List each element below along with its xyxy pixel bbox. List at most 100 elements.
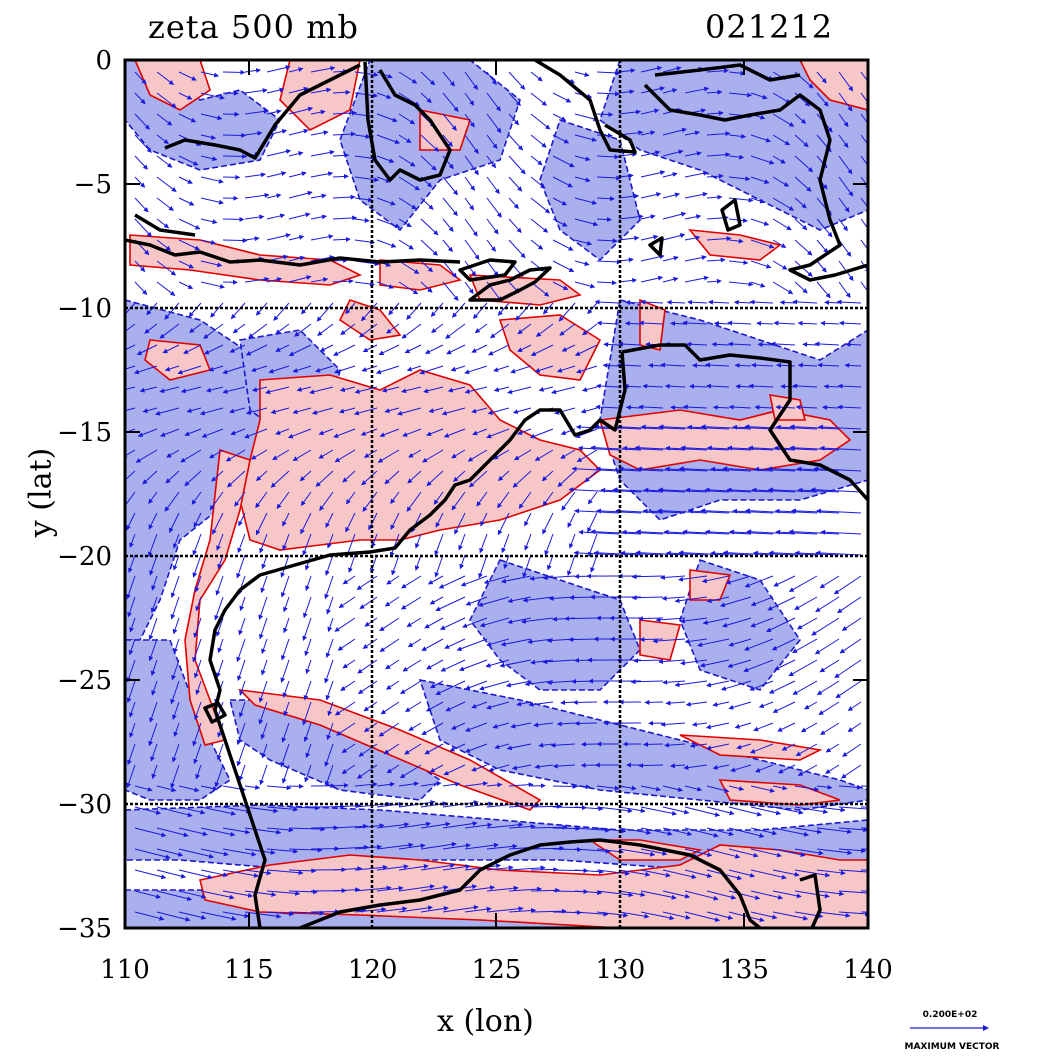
wind-vector (338, 407, 356, 414)
wind-vector (500, 575, 532, 584)
wind-vector (442, 92, 459, 113)
wind-vector (471, 701, 488, 709)
wind-vector (222, 132, 247, 138)
wind-vector (354, 386, 378, 394)
wind-vector (319, 344, 334, 352)
wind-vector (722, 466, 774, 472)
wind-vector (552, 260, 575, 272)
wind-vector (200, 155, 218, 162)
wind-vector (817, 424, 862, 430)
wind-vector (442, 239, 453, 253)
wind-vector (315, 470, 334, 487)
wind-vector (860, 827, 868, 829)
wind-vector (244, 192, 270, 199)
wind-vector (744, 575, 774, 588)
wind-vector (530, 344, 554, 356)
wind-vector (508, 113, 520, 126)
wind-vector (816, 218, 833, 238)
wind-vector (662, 679, 686, 685)
wind-vector (318, 449, 334, 459)
wind-vector (186, 407, 202, 414)
x-tick-label: 130 (596, 955, 646, 985)
wind-vector (178, 239, 201, 251)
wind-vector (686, 341, 708, 347)
wind-vector (222, 69, 246, 75)
wind-vector (684, 235, 701, 241)
wind-vector (465, 596, 488, 606)
wind-vector (386, 323, 400, 334)
wind-vector (435, 596, 466, 612)
wind-vector (750, 197, 766, 204)
wind-vector (429, 596, 444, 605)
wind-vector (342, 470, 356, 483)
wind-vector (128, 701, 136, 718)
wind-vector (835, 680, 862, 699)
wind-vector (195, 680, 202, 696)
wind-vector (200, 92, 225, 100)
wind-vector (230, 428, 246, 436)
wind-vector (245, 344, 268, 356)
wind-vector (772, 260, 788, 270)
wind-vector (561, 344, 576, 352)
wind-vector (518, 491, 532, 509)
wind-vector (706, 257, 726, 263)
wind-vector (530, 218, 549, 233)
wind-vector (725, 575, 752, 585)
wind-vector (618, 235, 640, 241)
wind-vector (834, 659, 862, 678)
wind-vector (125, 344, 136, 353)
wind-vector (522, 554, 532, 578)
wind-vector (574, 239, 593, 246)
wind-vector (794, 218, 808, 231)
wind-vector (576, 449, 598, 463)
wind-vector (618, 109, 642, 115)
wind-vector (662, 127, 687, 136)
wind-vector (376, 218, 401, 229)
wind-vector (469, 470, 488, 488)
wind-vector (192, 554, 202, 578)
wind-vector (819, 575, 840, 589)
wind-vector (288, 783, 304, 789)
wind-vector (407, 470, 422, 484)
wind-vector (420, 155, 437, 171)
wind-vector (164, 302, 180, 320)
wind-vector (751, 487, 796, 493)
wind-vector (431, 323, 444, 333)
wind-vector (147, 533, 158, 558)
wind-vector (710, 466, 752, 472)
wind-vector (283, 617, 290, 634)
wind-vector (125, 407, 136, 412)
wind-vector (142, 407, 158, 414)
wind-vector (535, 323, 554, 337)
wind-vector (310, 214, 328, 220)
wind-vector (503, 554, 510, 570)
wind-vector (706, 68, 729, 74)
wind-vector (596, 320, 620, 326)
wind-vector (820, 529, 862, 535)
wind-vector (363, 701, 378, 712)
wind-vector (596, 175, 622, 181)
wind-vector (420, 281, 433, 293)
wind-vector (389, 533, 400, 558)
wind-vector (732, 424, 774, 430)
wind-vector (816, 71, 827, 84)
wind-vector (594, 299, 620, 305)
wind-vector (125, 365, 136, 372)
wind-vector (348, 554, 356, 573)
wind-vector (381, 386, 400, 393)
wind-vector (354, 197, 374, 203)
wind-vector (552, 134, 570, 144)
wind-vector (200, 197, 224, 205)
wind-vector (430, 302, 444, 317)
wind-vector (401, 575, 422, 589)
wind-vector (156, 71, 175, 85)
wind-vector (640, 299, 664, 305)
wind-vector (332, 257, 349, 263)
wind-vector (292, 407, 312, 415)
wind-vector (379, 617, 400, 632)
x-tick-label: 110 (100, 955, 150, 985)
wind-vector (542, 302, 554, 315)
wind-vector (280, 638, 290, 661)
wind-vector (353, 407, 378, 416)
wind-vector (164, 365, 180, 372)
